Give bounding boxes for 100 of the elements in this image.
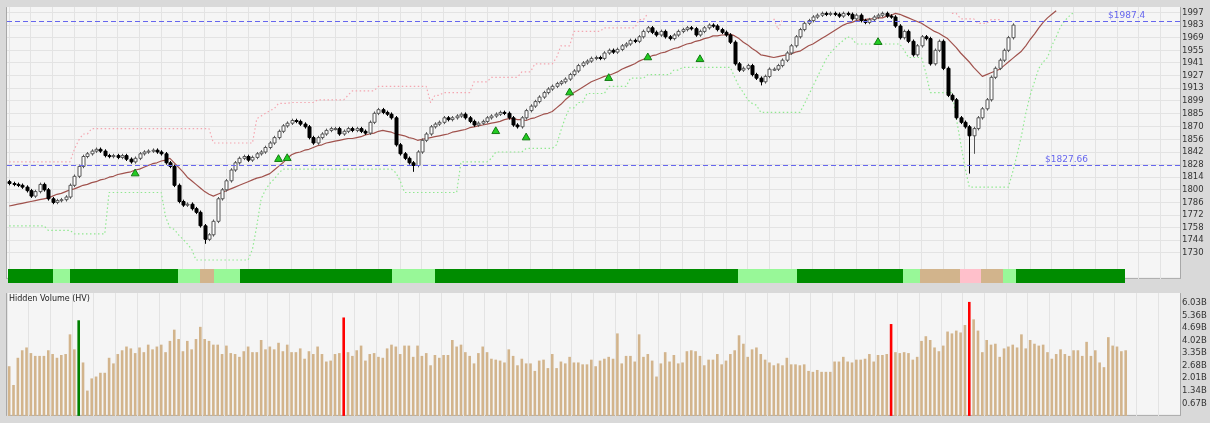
y-tick-label: 1913 [1182,82,1204,93]
bar [550,354,554,416]
bar [225,345,228,416]
bar [90,378,94,416]
bar [967,301,971,416]
y-tick-label: 1899 [1182,94,1204,105]
bar [325,361,328,416]
y-tick-label: 0.67B [1182,397,1207,408]
bar [151,349,154,416]
bar [1046,352,1049,416]
bar [390,344,393,416]
bar [12,384,15,416]
bar [494,359,498,416]
bar [277,342,280,416]
bar [694,351,697,416]
bar [437,357,441,416]
bar [603,358,606,416]
y-tick-label: 1814 [1182,171,1204,182]
bar [1011,344,1015,416]
bar [64,354,67,416]
bar [729,354,732,416]
ref-line-label: $1987.4 [1108,10,1146,21]
bar [607,356,611,416]
bar [342,317,345,416]
bar [716,354,719,416]
point [521,132,531,141]
bar [185,340,189,416]
bar [529,363,532,416]
y-tick-label: 1927 [1182,69,1204,80]
bar [125,346,128,416]
bar [768,362,771,416]
bar [689,350,693,416]
bar [381,357,385,416]
bar [1007,346,1010,416]
bar [216,344,220,416]
bar [242,351,246,416]
bar [794,364,797,416]
bar [820,371,823,416]
y-tick-label: 1758 [1182,221,1204,232]
bar [894,352,897,416]
bar [885,354,889,416]
y-tick-label: 1997 [1182,6,1204,17]
bar [1124,350,1127,416]
bar [251,352,254,416]
bar [38,355,41,416]
bar [898,353,902,416]
bar [442,354,445,416]
y-tick-label: 1856 [1182,133,1204,144]
bar [568,356,571,416]
y-tick-label: 1828 [1182,158,1204,169]
bar [159,344,163,416]
bar [424,353,428,416]
bar [781,365,784,416]
bar [329,360,332,416]
bar [264,349,267,416]
bar [742,343,745,416]
bar [590,359,593,416]
bar [73,349,76,416]
bar [542,359,545,416]
bar [77,320,80,416]
bar [642,356,645,416]
bar [755,347,758,416]
point [873,37,883,45]
bar [833,361,836,416]
bar [972,319,975,416]
bar [802,364,806,416]
y-tick-label: 4.02B [1182,334,1207,345]
bar [1020,334,1023,416]
point [643,52,653,61]
y-tick-label: 4.69B [1182,322,1207,333]
bar [516,365,519,416]
bar [355,350,359,416]
bar [46,350,50,416]
bar [616,333,619,416]
bar [859,359,862,416]
point [491,126,501,135]
y-tick-label: 1885 [1182,107,1204,118]
bar [868,354,871,416]
y-tick-label: 1772 [1182,209,1204,220]
bar [581,364,584,416]
bar [959,332,962,416]
y-tick-label: 2.01B [1182,372,1207,383]
bar [1072,350,1075,416]
bar [920,340,923,416]
bar [681,362,684,416]
bar [116,354,120,416]
y-tick-label: 1955 [1182,44,1204,55]
bar [464,352,467,416]
bar [676,363,680,416]
point [282,153,292,162]
bar [733,350,736,416]
bar [772,365,776,416]
bar [1120,351,1123,416]
bar [103,372,107,416]
bar [416,345,419,416]
bar [338,353,341,416]
bar [881,354,884,416]
bar [1085,341,1088,416]
bar [1107,337,1110,416]
y-tick-label: 1744 [1182,234,1204,245]
